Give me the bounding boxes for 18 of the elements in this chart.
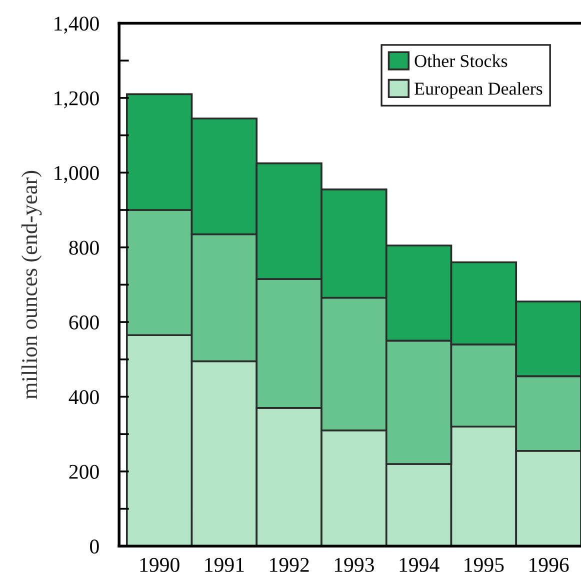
x-tick-label: 1992 xyxy=(270,558,309,572)
x-tick-label: 1994 xyxy=(400,558,440,572)
y-tick-label: 1,400 xyxy=(54,16,99,34)
legend-label: Other Stocks xyxy=(414,54,508,68)
x-tick-label: 1993 xyxy=(334,558,374,572)
y-tick-label: 400 xyxy=(68,390,99,404)
y-tick-label: 0 xyxy=(90,540,99,554)
x-tick-label: 1996 xyxy=(530,558,569,572)
y-tick-label: 600 xyxy=(69,315,99,330)
y-axis-title: million ounces (end-year) xyxy=(21,170,42,399)
y-tick-label: 1,000 xyxy=(54,166,99,184)
y-tick-label: 1,200 xyxy=(54,91,99,108)
x-tick-label: 1990 xyxy=(140,558,180,572)
x-tick-label: 1995 xyxy=(464,558,504,572)
x-tick-label: 1991 xyxy=(205,558,244,572)
y-tick-label: 200 xyxy=(69,464,99,479)
legend-label: European Dealers xyxy=(414,82,542,98)
y-tick-label: 800 xyxy=(69,240,99,255)
